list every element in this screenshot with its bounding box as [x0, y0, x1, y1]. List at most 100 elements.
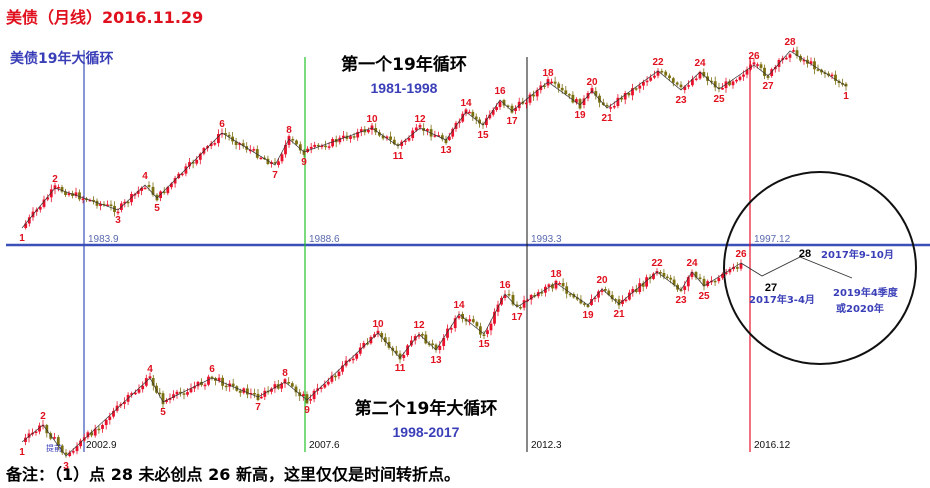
candle-body [694, 272, 698, 278]
candle-body [564, 90, 568, 94]
candle-body [359, 129, 363, 132]
candle-body [387, 342, 391, 348]
candle-body [323, 384, 327, 388]
candle-body [653, 75, 656, 78]
candle-body [106, 204, 109, 206]
candle-body [507, 294, 511, 296]
candle-body [99, 203, 102, 206]
candle-body [431, 343, 434, 345]
point-label: 5 [160, 407, 166, 418]
candle-body [403, 140, 407, 142]
candle-body [283, 379, 287, 384]
candle-body [71, 193, 74, 196]
candle-body [198, 153, 202, 160]
candle-body [302, 150, 306, 155]
candle-body [57, 187, 60, 189]
candle-body [217, 134, 220, 144]
candle-body [108, 416, 112, 420]
candle-body [143, 187, 147, 190]
candle-body [710, 80, 713, 83]
candle-body [182, 393, 186, 395]
candle-body [287, 136, 291, 145]
candle-body [471, 319, 475, 323]
candle-body [376, 330, 380, 335]
candle-body [827, 73, 830, 76]
candle-body [273, 384, 277, 389]
candle-body [713, 81, 717, 88]
candle-body [612, 106, 616, 108]
point-label: 7 [272, 170, 278, 181]
candle-body [137, 389, 141, 393]
candle-body [449, 328, 453, 330]
point-label: 5 [154, 203, 160, 214]
point-label: 9 [301, 157, 307, 168]
candle-body [498, 101, 502, 107]
candle-body [788, 54, 792, 58]
candle-body [561, 283, 565, 287]
candle-body [104, 419, 108, 425]
candle-body [309, 399, 312, 401]
candle-body [621, 300, 624, 304]
candle-body [687, 85, 690, 87]
projection-note-27: 2017年3-4月 [749, 293, 815, 306]
candle-body [628, 292, 631, 300]
candle-body [683, 286, 687, 290]
candle-body [728, 269, 732, 273]
candle-body [645, 80, 649, 83]
candle-body [457, 315, 461, 319]
candle-body [597, 291, 600, 298]
candle-body [56, 437, 60, 446]
point-label: 17 [511, 312, 523, 323]
candle-body [656, 70, 660, 76]
candle-body [844, 83, 848, 87]
candle-body [27, 433, 31, 438]
projection-note-28: 2017年9-10月 [821, 248, 894, 261]
candle-body [691, 79, 694, 86]
candle-body [645, 277, 648, 287]
candle-body [583, 303, 586, 305]
point-label: 13 [440, 145, 452, 156]
point-label: 28 [784, 37, 796, 48]
marker-label-bottom: 2012.3 [531, 440, 562, 451]
early-label: 提前 [46, 443, 62, 453]
candle-body [728, 81, 731, 86]
candle-body [263, 390, 267, 397]
candle-body [464, 319, 468, 322]
candle-body [447, 136, 451, 140]
point-label: 6 [219, 119, 225, 130]
point-label: 9 [304, 405, 310, 416]
candle-body [486, 330, 489, 334]
candle-body [735, 79, 738, 82]
page-title: 美债（月线）2016.11.29 [6, 8, 204, 27]
candle-body [217, 377, 221, 381]
candle-body [380, 333, 384, 338]
point-label: 1 [19, 447, 25, 458]
candle-body [78, 192, 81, 200]
candle-body [438, 345, 442, 350]
candle-body [356, 131, 360, 138]
candle-body [495, 107, 498, 110]
top-title: 第一个19年循环 [341, 54, 467, 75]
candle-body [67, 193, 71, 195]
candle-body [665, 276, 669, 279]
candle-body [567, 94, 571, 96]
candle-body [702, 278, 706, 287]
candle-body [392, 139, 396, 145]
candle-body [502, 100, 506, 106]
candle-body [327, 146, 331, 148]
bottom-candles [24, 259, 743, 458]
point-label: 1 [843, 91, 849, 102]
candle-body [398, 353, 402, 360]
candle-body [93, 428, 97, 436]
candle-body [287, 382, 291, 384]
candle-body [207, 376, 210, 385]
candle-body [528, 94, 532, 103]
candle-body [337, 371, 341, 377]
candle-body [461, 113, 465, 122]
candle-body [320, 145, 324, 148]
candle-body [24, 437, 27, 442]
candle-body [301, 394, 305, 397]
point-label: 15 [478, 339, 490, 350]
candle-body [27, 217, 31, 224]
candle-body [679, 84, 683, 88]
